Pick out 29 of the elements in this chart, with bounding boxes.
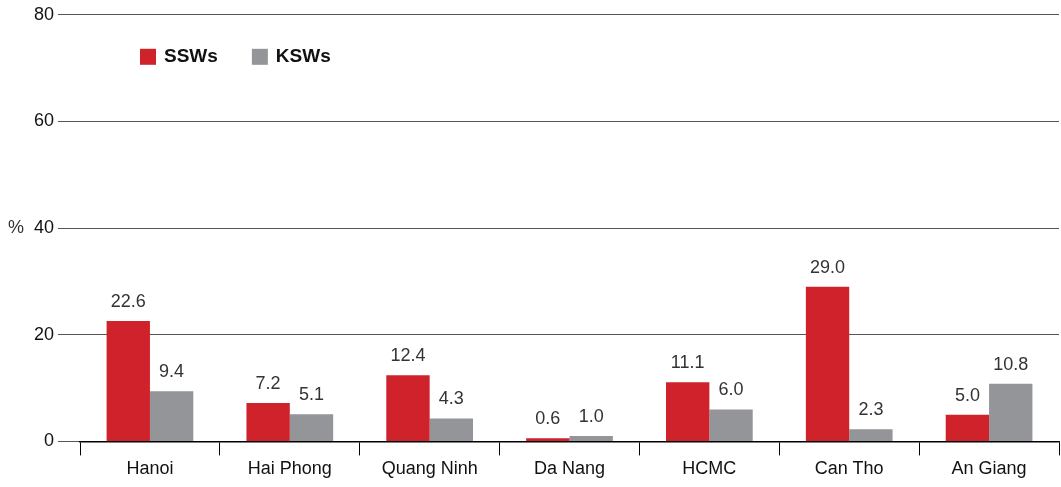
data-label: 7.2	[255, 372, 281, 393]
data-label: 5.0	[954, 384, 980, 405]
data-label: 5.1	[298, 384, 324, 405]
data-label: 12.4	[390, 345, 426, 366]
y-tick-label: 40	[33, 217, 55, 238]
y-tick-label: 80	[33, 3, 55, 24]
x-tick-label: Da Nang	[533, 458, 606, 479]
x-tick-label: Quang Ninh	[381, 458, 478, 479]
data-label: 29.0	[810, 256, 846, 277]
data-label: 9.4	[159, 361, 185, 382]
x-tick-label: Can Tho	[814, 458, 884, 479]
x-tick-label: HCMC	[682, 458, 737, 479]
data-label: 6.0	[718, 379, 744, 400]
data-label: 22.6	[110, 290, 146, 311]
x-tick-label: Hai Phong	[247, 458, 332, 479]
y-axis-title: %	[8, 217, 25, 238]
legend-label: SSWs	[164, 45, 218, 67]
y-tick-label: 60	[33, 110, 55, 131]
x-tick-label: An Giang	[951, 458, 1027, 479]
x-tick-label: Hanoi	[126, 458, 174, 479]
data-label: 10.8	[993, 353, 1029, 374]
y-tick-label: 0	[44, 430, 55, 451]
data-label: 2.3	[858, 399, 884, 420]
legend-label: KSWs	[275, 45, 331, 67]
y-tick-label: 20	[33, 323, 55, 344]
data-label: 11.1	[670, 352, 705, 373]
data-label: 1.0	[578, 406, 604, 427]
data-label: 0.6	[535, 408, 561, 429]
data-label: 4.3	[438, 388, 464, 409]
